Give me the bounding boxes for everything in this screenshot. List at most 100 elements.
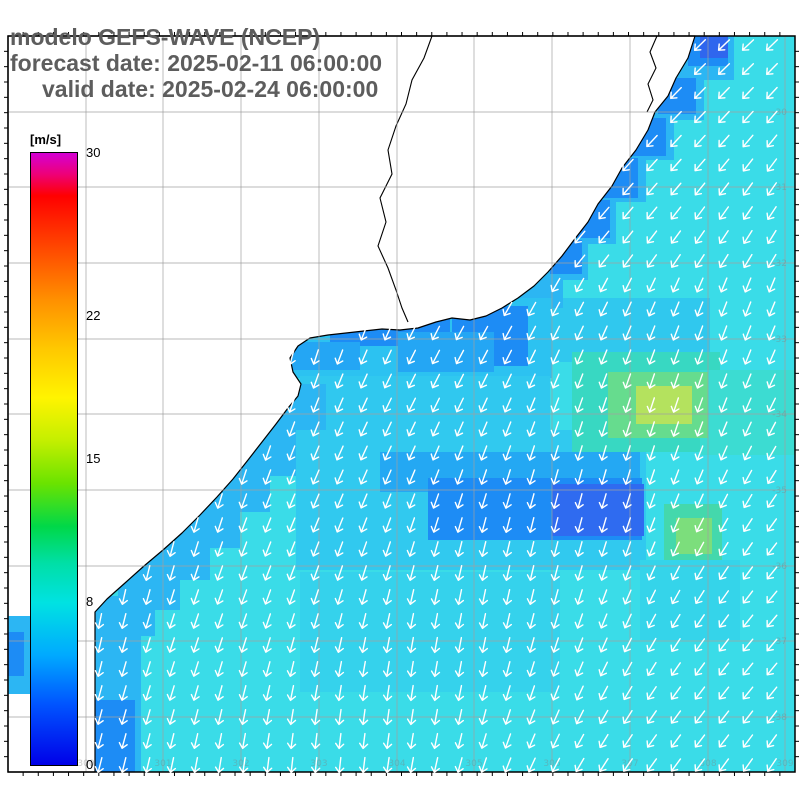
wind-arrow bbox=[214, 493, 224, 509]
wind-arrow bbox=[694, 134, 706, 148]
wind-arrow bbox=[598, 445, 608, 461]
wind-arrow bbox=[574, 277, 585, 293]
wind-arrow bbox=[574, 589, 584, 605]
wind-arrow bbox=[406, 469, 416, 485]
wind-arrow bbox=[406, 325, 417, 341]
wind-arrow bbox=[694, 110, 706, 124]
wind-arrow bbox=[382, 541, 392, 557]
wind-arrow bbox=[358, 660, 369, 678]
wind-arrow bbox=[334, 684, 345, 702]
wind-arrow bbox=[310, 397, 320, 413]
wind-arrow bbox=[502, 540, 512, 558]
lon-label: 303 bbox=[310, 759, 327, 769]
forecast-date: forecast date: 2025-02-11 06:00:00 bbox=[10, 50, 383, 76]
wind-arrow bbox=[622, 254, 634, 268]
wind-arrow bbox=[742, 542, 753, 556]
wind-arrow bbox=[550, 277, 561, 293]
wind-arrow bbox=[454, 517, 464, 533]
wind-arrow bbox=[502, 709, 512, 725]
map-title-block: modelo GEFS-WAVE (NCEP) forecast date: 2… bbox=[10, 24, 382, 102]
wind-arrow bbox=[742, 110, 754, 124]
wind-arrow bbox=[741, 39, 755, 51]
wind-arrow bbox=[382, 732, 393, 750]
wind-arrow bbox=[478, 733, 488, 749]
wind-arrow bbox=[142, 565, 152, 581]
wind-arrow bbox=[166, 565, 176, 581]
wind-arrow bbox=[214, 565, 224, 581]
wind-arrow bbox=[550, 349, 560, 365]
wind-arrow bbox=[574, 685, 584, 701]
river-line bbox=[377, 35, 433, 323]
wind-arrow bbox=[670, 325, 680, 341]
wind-arrow bbox=[718, 253, 729, 269]
wind-arrow bbox=[670, 662, 681, 676]
wind-arrow bbox=[454, 733, 464, 749]
wind-arrow bbox=[574, 493, 584, 509]
wind-arrow bbox=[550, 565, 560, 581]
wind-arrow bbox=[526, 564, 536, 582]
wind-arrow bbox=[766, 397, 776, 413]
wind-arrow bbox=[262, 469, 272, 485]
wind-arrow bbox=[646, 349, 656, 365]
wind-arrow bbox=[622, 301, 632, 317]
wind-arrow bbox=[406, 612, 417, 630]
colorbar-tick-label: 30 bbox=[86, 145, 101, 160]
wind-arrow bbox=[550, 685, 560, 701]
wind-arrow bbox=[502, 301, 513, 317]
wind-arrow bbox=[574, 254, 586, 268]
wind-arrow bbox=[238, 517, 248, 533]
wind-arrow bbox=[358, 541, 368, 557]
wind-arrow bbox=[670, 469, 680, 485]
lon-label: 304 bbox=[388, 759, 405, 769]
wind-arrow bbox=[598, 757, 609, 773]
wind-arrow bbox=[190, 541, 200, 557]
wind-arrow bbox=[334, 732, 345, 750]
wind-arrow bbox=[358, 325, 368, 341]
wind-arrow bbox=[622, 541, 632, 557]
wind-arrow bbox=[718, 397, 728, 413]
wind-arrow bbox=[430, 325, 441, 341]
wind-arrow bbox=[214, 732, 225, 750]
wind-arrow bbox=[478, 757, 488, 773]
wind-arrow bbox=[502, 493, 512, 509]
wind-arrow bbox=[286, 421, 296, 437]
wind-arrow bbox=[478, 685, 488, 701]
wind-arrow bbox=[766, 134, 778, 148]
wind-arrow bbox=[622, 734, 633, 748]
wind-arrow bbox=[430, 612, 441, 630]
wind-arrow bbox=[335, 756, 345, 774]
wind-arrow bbox=[742, 373, 752, 389]
wind-arrow bbox=[334, 565, 344, 581]
wind-arrow bbox=[742, 710, 754, 724]
wind-arrow bbox=[718, 638, 730, 652]
wind-arrow bbox=[598, 325, 608, 341]
wind-arrow bbox=[742, 638, 754, 652]
wind-arrow bbox=[310, 421, 320, 437]
wind-arrow bbox=[670, 182, 682, 196]
wind-arrow bbox=[646, 277, 656, 293]
wind-arrow bbox=[454, 349, 465, 365]
wind-arrow bbox=[694, 758, 706, 772]
lat-label: -36 bbox=[772, 562, 787, 572]
wind-arrow bbox=[598, 230, 610, 244]
wind-arrow bbox=[694, 349, 704, 365]
wind-arrow bbox=[286, 565, 296, 581]
wind-arrow bbox=[646, 613, 657, 629]
wind-arrow bbox=[622, 158, 634, 172]
wind-arrow bbox=[430, 565, 440, 581]
wind-arrow bbox=[574, 733, 585, 749]
wind-arrow bbox=[454, 469, 464, 485]
wind-arrow bbox=[694, 301, 704, 317]
wind-arrow bbox=[478, 709, 488, 725]
wind-arrow bbox=[430, 660, 441, 678]
wind-arrow bbox=[454, 684, 465, 702]
wind-arrow bbox=[622, 565, 632, 581]
wind-arrow bbox=[550, 733, 560, 749]
wind-arrow bbox=[406, 636, 417, 654]
wind-arrow bbox=[622, 758, 633, 772]
wind-arrow bbox=[406, 684, 417, 702]
wind-arrow bbox=[382, 589, 392, 605]
wind-arrow bbox=[718, 469, 728, 485]
wind-arrow bbox=[430, 732, 441, 750]
wind-arrow bbox=[502, 757, 512, 773]
